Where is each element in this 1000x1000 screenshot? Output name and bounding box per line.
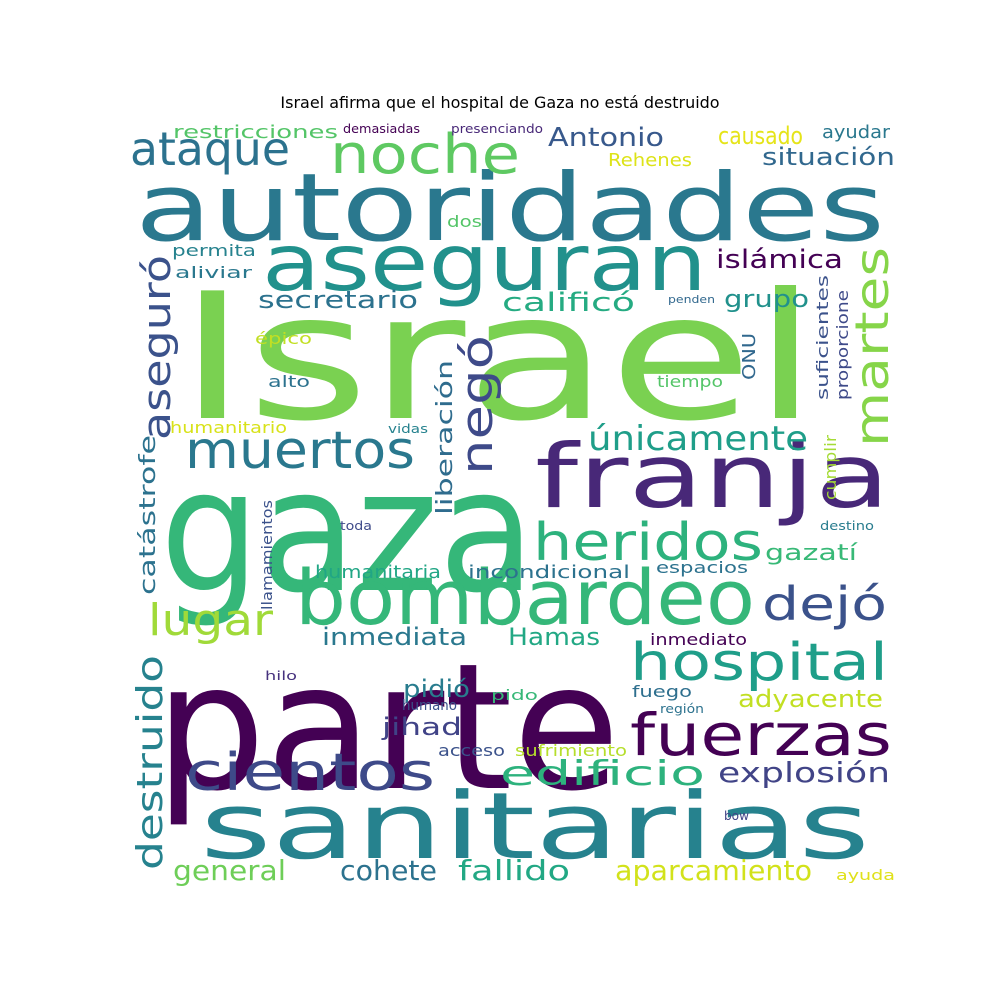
word-noche: noche: [330, 123, 520, 186]
word-adyacente: adyacente: [738, 685, 883, 713]
word-permita: permita: [172, 241, 256, 260]
word-califico: calificó: [502, 288, 635, 318]
word-cumplir: cumplir: [821, 435, 840, 500]
word-nego: negó: [452, 335, 503, 475]
word-rehenes: Rehenes: [608, 150, 692, 171]
word-israel: Israel: [178, 257, 818, 460]
word-bow: bow: [724, 809, 749, 823]
word-islamica: islámica: [716, 245, 843, 275]
word-gaza: gaza: [160, 433, 535, 631]
word-proporcione: proporcione: [833, 290, 852, 400]
word-franja: franja: [535, 425, 890, 528]
word-destino: destino: [820, 519, 874, 533]
word-onu: ONU: [739, 333, 760, 380]
word-inmediato: inmediato: [650, 630, 747, 649]
word-sufrimiento: sufrimiento: [515, 741, 627, 760]
word-presenciando: presenciando: [451, 122, 543, 136]
word-jihad: jihad: [381, 713, 462, 741]
word-demasiadas: demasiadas: [343, 122, 420, 136]
word-humanitario: humanitario: [170, 418, 287, 437]
word-heridos: heridos: [533, 513, 763, 573]
word-restricciones: restricciones: [173, 122, 338, 143]
word-martes: martes: [845, 247, 899, 447]
word-espacios: espacios: [656, 558, 748, 577]
word-grupo: grupo: [724, 285, 809, 313]
word-pidio: pidió: [403, 675, 470, 703]
word-bombardeo: bombardeo: [295, 553, 755, 642]
word-causado: causado: [718, 122, 803, 150]
word-edificio: edificio: [500, 754, 705, 794]
word-parte: parte: [155, 627, 620, 830]
word-secretario: secretario: [258, 286, 418, 314]
word-alto: alto: [268, 372, 310, 391]
word-acceso: acceso: [438, 741, 505, 760]
word-lugar: lugar: [148, 595, 274, 646]
word-humanitaria: humanitaria: [315, 562, 441, 583]
word-explosion: explosión: [718, 756, 890, 789]
word-autoridades: autoridades: [135, 154, 885, 263]
word-pido: pido: [491, 688, 538, 704]
word-ayuda: ayuda: [836, 868, 895, 884]
word-region: región: [660, 702, 704, 716]
word-aparcamiento: aparcamiento: [615, 854, 812, 887]
word-hospital: hospital: [630, 633, 888, 693]
word-hamas: Hamas: [508, 623, 600, 651]
word-humano: humano: [402, 698, 457, 714]
word-destruido: destruido: [130, 655, 171, 870]
word-liberacion: liberación: [433, 360, 458, 515]
word-llamamientos: llamamientos: [260, 500, 276, 610]
word-unicamente: únicamente: [588, 419, 808, 459]
word-antonio: Antonio: [548, 123, 664, 153]
word-toda: toda: [340, 519, 372, 533]
word-suficientes: suficientes: [813, 275, 832, 400]
word-inmediata: inmediata: [322, 623, 467, 651]
word-fuego: fuego: [632, 682, 692, 701]
word-vidas: vidas: [388, 422, 428, 436]
word-aseguro: aseguró: [135, 255, 179, 440]
figure-title: Israel afirma que el hospital de Gaza no…: [280, 93, 720, 112]
word-cientos: cientos: [185, 743, 435, 803]
word-fuerzas: fuerzas: [630, 701, 892, 769]
word-tiempo: tiempo: [657, 372, 723, 391]
word-muertos: muertos: [185, 421, 415, 481]
word-fallido: fallido: [458, 854, 570, 887]
word-hilo: hilo: [265, 669, 297, 683]
word-cohete: cohete: [340, 854, 437, 887]
word-ayudar: ayudar: [822, 122, 891, 143]
word-ataque: ataque: [130, 122, 290, 176]
word-penden: penden: [668, 293, 715, 306]
word-aseguran: aseguran: [262, 219, 707, 309]
word-dos: dos: [447, 212, 482, 231]
word-catastrofe: catástrofe: [136, 435, 161, 595]
word-incondicional: incondicional: [468, 562, 630, 583]
word-gazati: gazatí: [765, 541, 858, 566]
word-general: general: [173, 854, 286, 887]
word-epico: épico: [255, 329, 312, 348]
word-situacion: situación: [762, 143, 895, 171]
word-sanitarias: sanitarias: [200, 773, 870, 880]
word-dejo: dejó: [762, 577, 887, 631]
word-aliviar: aliviar: [175, 263, 253, 282]
